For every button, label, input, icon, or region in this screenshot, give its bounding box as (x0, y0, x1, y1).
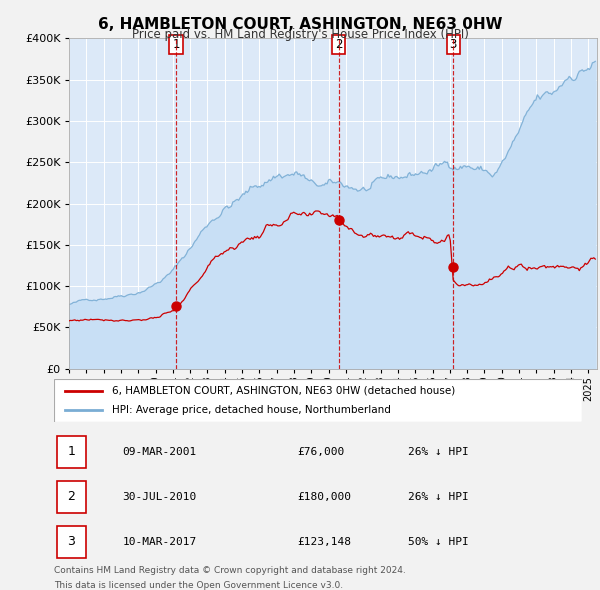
Text: Contains HM Land Registry data © Crown copyright and database right 2024.: Contains HM Land Registry data © Crown c… (54, 566, 406, 575)
Text: 1: 1 (67, 445, 75, 458)
Text: Price paid vs. HM Land Registry's House Price Index (HPI): Price paid vs. HM Land Registry's House … (131, 28, 469, 41)
Bar (56, 436, 86, 468)
Text: 6, HAMBLETON COURT, ASHINGTON, NE63 0HW: 6, HAMBLETON COURT, ASHINGTON, NE63 0HW (98, 17, 502, 31)
Bar (56, 526, 86, 558)
Text: 3: 3 (67, 535, 75, 548)
Text: 50% ↓ HPI: 50% ↓ HPI (408, 537, 469, 546)
Text: 2: 2 (67, 490, 75, 503)
Text: HPI: Average price, detached house, Northumberland: HPI: Average price, detached house, Nort… (112, 405, 391, 415)
Text: £123,148: £123,148 (297, 537, 351, 546)
Text: 26% ↓ HPI: 26% ↓ HPI (408, 447, 469, 457)
Text: 1: 1 (172, 38, 180, 51)
Text: 3: 3 (449, 38, 457, 51)
Bar (56, 481, 86, 513)
Text: 10-MAR-2017: 10-MAR-2017 (122, 537, 197, 546)
Text: 2: 2 (335, 38, 343, 51)
Text: 09-MAR-2001: 09-MAR-2001 (122, 447, 197, 457)
Text: 26% ↓ HPI: 26% ↓ HPI (408, 492, 469, 502)
Text: This data is licensed under the Open Government Licence v3.0.: This data is licensed under the Open Gov… (54, 581, 343, 590)
Text: £76,000: £76,000 (297, 447, 344, 457)
Text: £180,000: £180,000 (297, 492, 351, 502)
Text: 6, HAMBLETON COURT, ASHINGTON, NE63 0HW (detached house): 6, HAMBLETON COURT, ASHINGTON, NE63 0HW … (112, 386, 455, 396)
Text: 30-JUL-2010: 30-JUL-2010 (122, 492, 197, 502)
